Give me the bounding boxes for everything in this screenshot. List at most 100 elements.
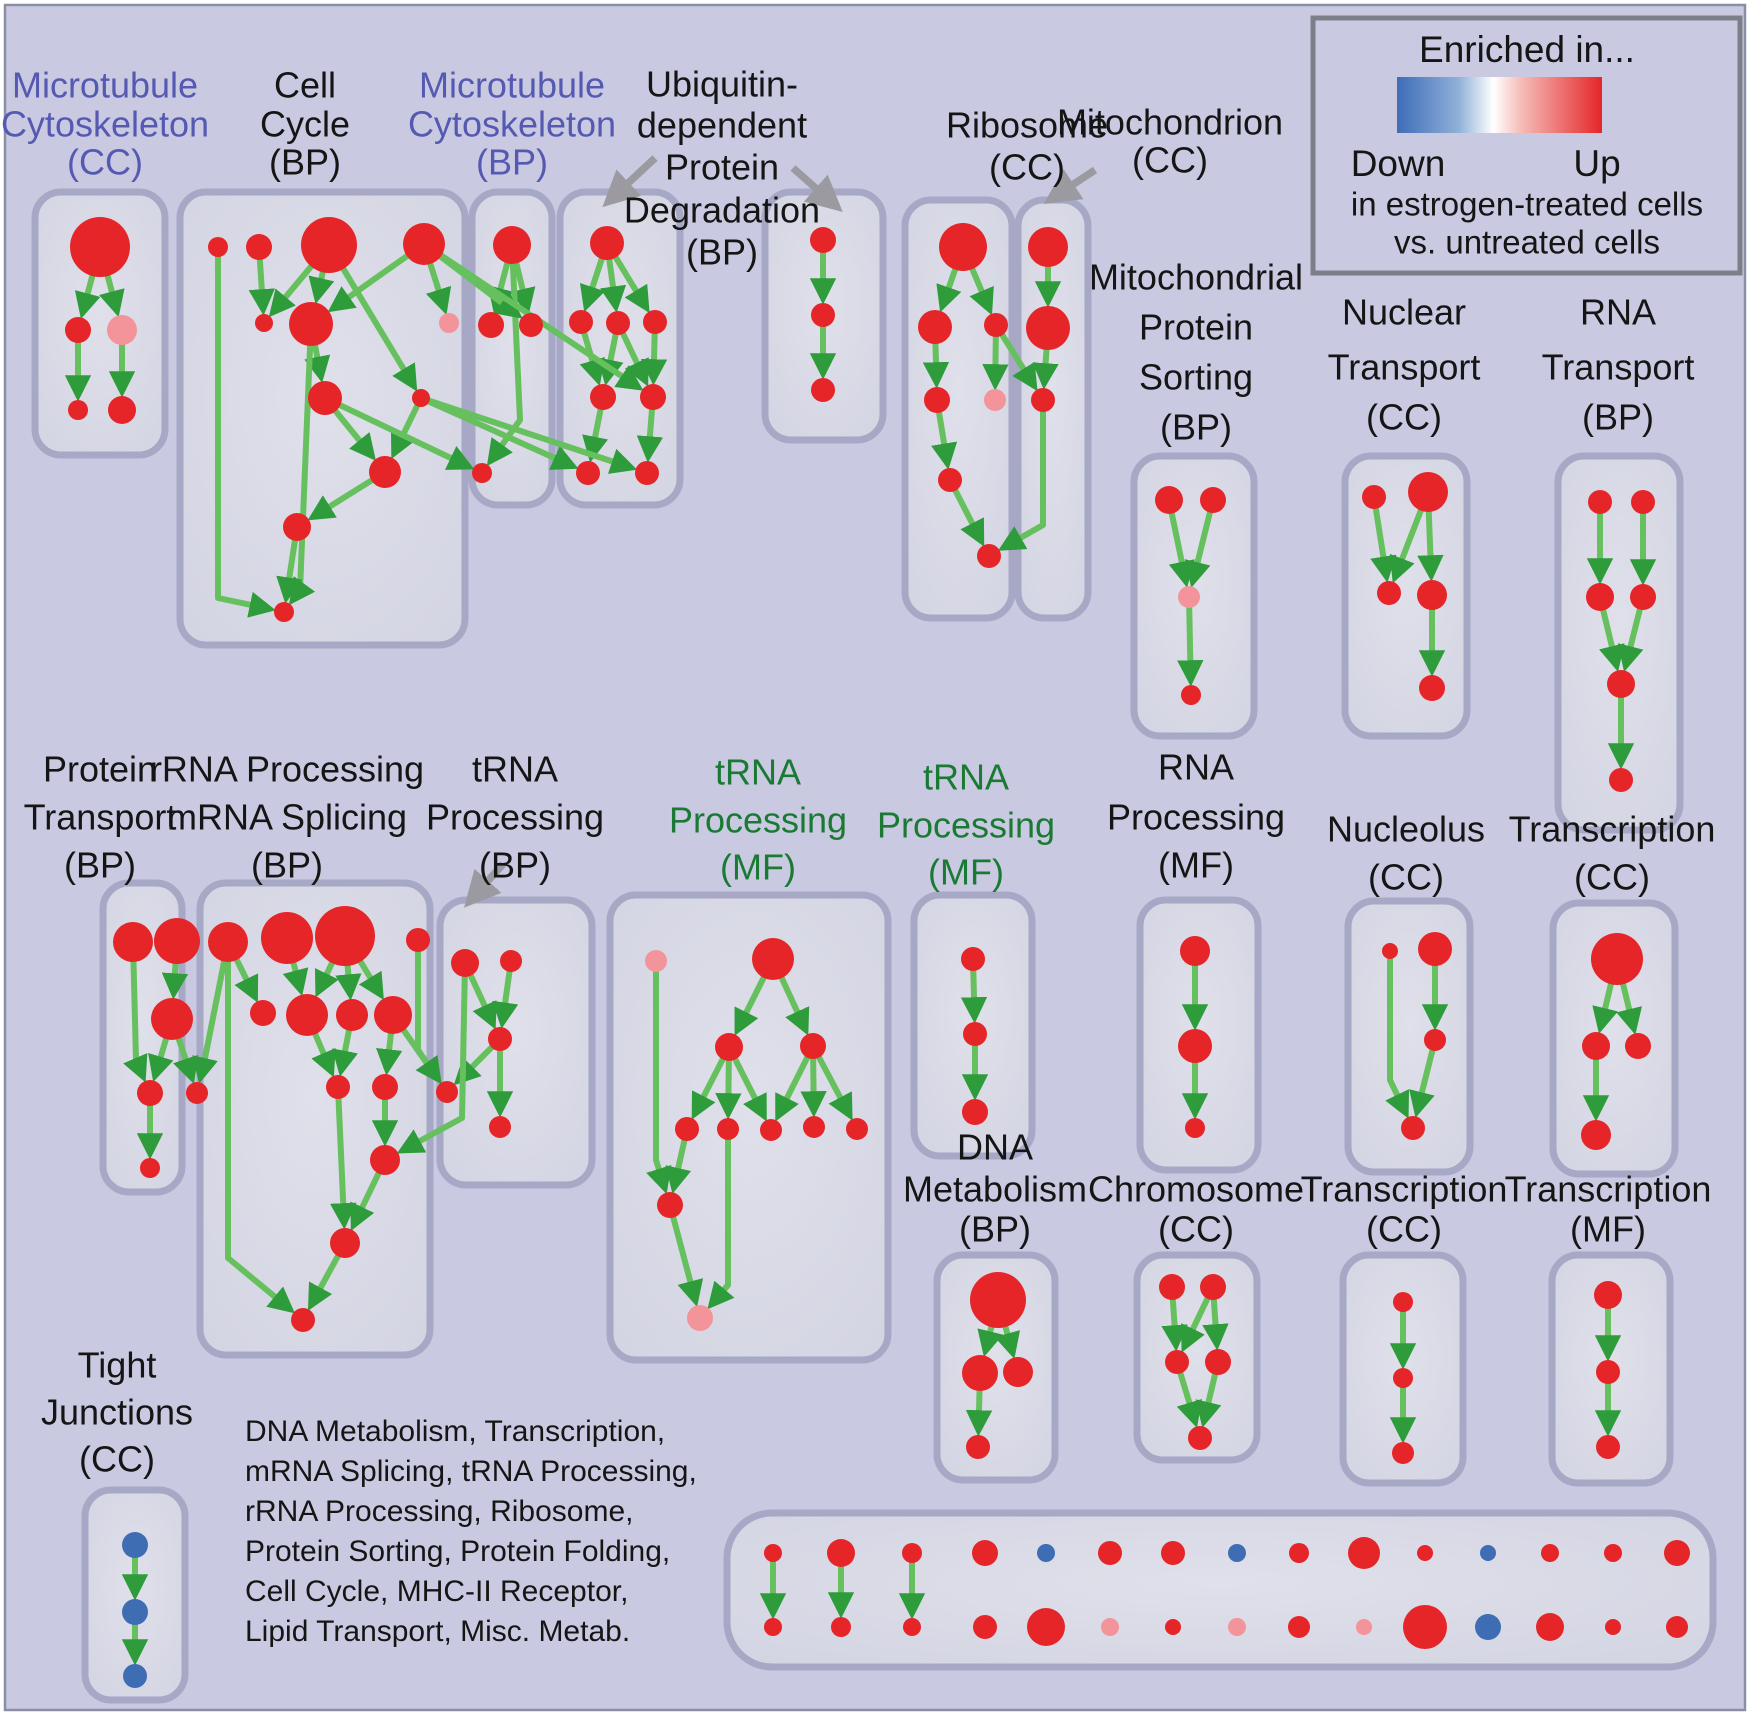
go-term-node-red (1027, 1608, 1065, 1646)
go-term-node-red (764, 1544, 782, 1562)
go-term-node-red (68, 400, 88, 420)
go-term-node-red (370, 1145, 400, 1175)
go-term-node-red (403, 223, 445, 265)
cluster-label-tight-junctions-cc: (CC) (79, 1439, 155, 1480)
go-term-node-red (1098, 1541, 1122, 1565)
legend-title: Enriched in... (1419, 29, 1635, 70)
cluster-label-transcription-cc-2: (CC) (1366, 1209, 1442, 1250)
go-term-node-pink (1101, 1618, 1119, 1636)
go-term-node-red (70, 217, 130, 277)
go-term-node-red (1541, 1544, 1559, 1562)
cluster-label-protein-transport-bp: (BP) (64, 845, 136, 886)
label-pointer-arrow (790, 165, 843, 212)
go-term-node-red (1362, 485, 1386, 509)
go-term-node-red (1417, 580, 1447, 610)
go-term-node-red (315, 906, 375, 966)
go-term-node-red (1403, 1605, 1447, 1649)
go-edge (415, 940, 442, 1085)
go-term-node-red (1188, 1426, 1212, 1450)
go-edge (997, 400, 1046, 551)
cluster-box-rna-transport-bp (1554, 452, 1684, 834)
go-term-node-blue (122, 1599, 148, 1625)
go-term-node-red (918, 310, 952, 344)
cluster-label-rna-processing-mf: Processing (1107, 797, 1285, 838)
go-term-node-red (186, 1082, 208, 1104)
go-edge (1385, 951, 1410, 1119)
go-term-node-red (1377, 581, 1401, 605)
cluster-label-protein-transport-bp: Transport (24, 797, 177, 838)
go-term-node-red (1609, 768, 1633, 792)
go-term-node-red (643, 310, 667, 334)
go-edge (646, 961, 672, 1195)
go-term-node-red (1588, 490, 1612, 514)
go-term-node-red (1180, 936, 1210, 966)
go-term-node-red (1392, 1442, 1414, 1464)
cluster-label-ubiquitin-degradation-bp: Protein (665, 147, 779, 188)
go-term-node-red (1586, 583, 1614, 611)
cluster-label-transcription-mf: (MF) (1570, 1209, 1646, 1250)
go-term-node-red (590, 226, 624, 260)
cluster-label-rna-processing-mf: (MF) (1158, 845, 1234, 886)
go-term-node-red (963, 1022, 987, 1046)
go-edge (225, 942, 295, 1314)
go-term-node-red (827, 1539, 855, 1567)
legend-gradient-bar (1397, 77, 1602, 133)
cluster-label-rna-transport-bp: (BP) (1582, 397, 1654, 438)
go-term-node-red (1205, 1349, 1231, 1375)
cluster-label-rrna-processing-mrna-splicing-bp: mRNA Splicing (167, 797, 407, 838)
go-term-node-blue (1037, 1544, 1055, 1562)
go-term-node-red (811, 378, 835, 402)
go-term-node-red (1165, 1619, 1181, 1635)
cluster-label-nuclear-transport-cc: Nuclear (1342, 292, 1466, 333)
go-term-node-red (286, 994, 328, 1036)
go-term-node-red (1401, 1116, 1425, 1140)
go-edge (323, 395, 475, 470)
go-term-node-red (1159, 1274, 1185, 1300)
go-term-node-red (1536, 1613, 1564, 1641)
go-term-node-red (1605, 1619, 1621, 1635)
cluster-label-dna-metabolism-bp: (BP) (959, 1209, 1031, 1250)
go-term-node-red (291, 1308, 315, 1332)
go-term-node-red (1288, 1616, 1310, 1638)
cluster-label-transcription-cc-2: Transcription (1301, 1169, 1508, 1210)
go-term-node-red (519, 313, 543, 337)
go-term-node-red (330, 1228, 360, 1258)
go-term-node-red (436, 1081, 458, 1103)
cluster-label-nucleolus-cc: (CC) (1368, 857, 1444, 898)
cluster-label-mitochondrion-cc: Mitochondrion (1057, 102, 1283, 143)
go-term-node-red (1031, 388, 1055, 412)
go-edge (1370, 496, 1397, 583)
cluster-label-rna-transport-bp: RNA (1580, 292, 1656, 333)
go-term-node-red (1382, 943, 1398, 959)
go-edge (123, 941, 148, 1083)
go-term-node-red (1165, 1350, 1189, 1374)
go-term-node-red (1630, 584, 1656, 610)
go-term-node-red (246, 234, 272, 260)
cluster-label-cell-cycle-bp: (BP) (269, 142, 341, 183)
cluster-label-mitochondrial-protein-sorting-bp: (BP) (1160, 407, 1232, 448)
go-term-node-red (717, 1118, 739, 1140)
go-term-node-red (369, 456, 401, 488)
go-term-node-red (137, 1080, 163, 1106)
go-term-node-red (154, 918, 200, 964)
cluster-label-rna-processing-mf: RNA (1158, 747, 1234, 788)
legend-subtitle: in estrogen-treated cells (1351, 186, 1703, 223)
go-term-node-red (472, 463, 492, 483)
go-term-node-red (1424, 1029, 1446, 1051)
go-term-node-red (1393, 1292, 1413, 1312)
go-term-node-red (301, 217, 357, 273)
go-term-node-red (811, 303, 835, 327)
go-term-node-red (590, 384, 616, 410)
go-term-node-blue (122, 1532, 148, 1558)
go-term-node-red (1155, 486, 1183, 514)
go-term-node-red (108, 396, 136, 424)
go-term-node-red (764, 1618, 782, 1636)
go-term-node-red (657, 1192, 683, 1218)
go-term-node-pink (645, 950, 667, 972)
cluster-label-dna-metabolism-bp: DNA (957, 1127, 1033, 1168)
go-term-node-red (938, 468, 962, 492)
go-term-node-red (289, 302, 333, 346)
cluster-box-trna-processing-bp (436, 896, 596, 1189)
go-term-node-red (1289, 1543, 1309, 1563)
